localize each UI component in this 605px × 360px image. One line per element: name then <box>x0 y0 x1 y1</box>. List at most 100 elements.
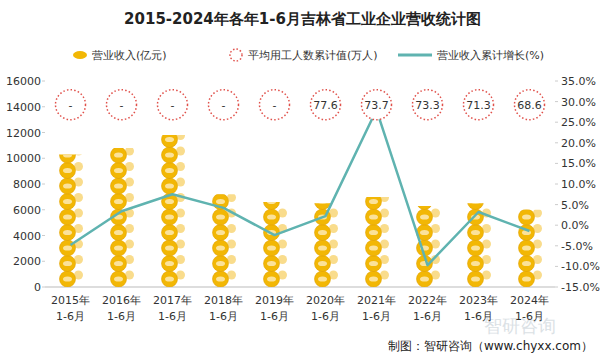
coin <box>162 147 178 163</box>
coin <box>213 225 229 241</box>
coin <box>264 202 280 209</box>
coin-face <box>165 152 174 157</box>
coin-face <box>165 137 174 142</box>
coin-face <box>165 199 174 204</box>
coin-face <box>216 245 225 250</box>
coin <box>213 240 229 256</box>
coin-face <box>216 199 225 204</box>
y2-tick-label: -5.0% <box>561 240 593 253</box>
data-label: - <box>69 99 73 112</box>
data-label: 68.6 <box>517 99 542 112</box>
y2-tick <box>555 225 558 226</box>
coin <box>213 271 229 287</box>
coin-face <box>471 230 480 235</box>
coin-face <box>114 168 123 173</box>
coin-face <box>318 276 327 281</box>
x-tick-label: 2022年1-6月 <box>408 294 447 323</box>
coin <box>264 209 280 225</box>
y-tick <box>42 106 45 107</box>
coin <box>519 240 535 256</box>
y-tick <box>42 132 45 133</box>
coin <box>111 178 127 194</box>
coin-face <box>63 183 72 188</box>
coin <box>366 197 382 210</box>
coin <box>111 163 127 179</box>
y2-tick-label: -15.0% <box>561 281 600 294</box>
data-label: 73.3 <box>415 99 440 112</box>
data-label: - <box>273 99 277 112</box>
plot-area <box>60 110 543 287</box>
coin-bar <box>519 210 543 287</box>
y2-tick-label: 35.0% <box>561 75 596 88</box>
y-tick-label: 10000 <box>6 152 41 165</box>
x-tick-label-line: 2015年 <box>51 294 90 307</box>
y-tick <box>42 184 45 185</box>
coin-face <box>114 230 123 235</box>
coin-face <box>318 245 327 250</box>
coin-face <box>471 276 480 281</box>
data-label: - <box>171 99 175 112</box>
x-tick-label: 2017年1-6月 <box>153 294 192 323</box>
y-tick <box>42 209 45 210</box>
coin-face <box>165 214 174 219</box>
coin <box>60 194 76 210</box>
coin <box>60 256 76 272</box>
coin-face <box>522 261 531 266</box>
y-tick <box>42 287 45 288</box>
coin <box>162 135 178 147</box>
coin-face <box>165 245 174 250</box>
coin <box>111 256 127 272</box>
coin <box>366 209 382 225</box>
coin <box>468 271 484 287</box>
coin-face <box>369 199 378 204</box>
coin-face <box>318 230 327 235</box>
coin <box>468 256 484 272</box>
legend-swatch <box>230 49 242 61</box>
coin-face <box>420 230 429 235</box>
coin <box>417 209 433 225</box>
coin-face <box>471 245 480 250</box>
x-tick-label-line: 2016年 <box>102 294 141 307</box>
source: 制图：智研咨询（www.chyxx.com） <box>388 339 593 353</box>
coin <box>519 271 535 287</box>
coin <box>213 256 229 272</box>
coin-face <box>471 261 480 266</box>
coin-face <box>318 203 327 204</box>
x-tick-label: 2024年1-6月 <box>510 294 549 323</box>
coin <box>60 163 76 179</box>
x-tick-label-line: 1-6月 <box>260 310 289 323</box>
coin <box>264 271 280 287</box>
coin-face <box>114 261 123 266</box>
coin <box>60 271 76 287</box>
coin <box>162 256 178 272</box>
coin-face <box>165 168 174 173</box>
coin <box>162 271 178 287</box>
coin-face <box>216 261 225 266</box>
data-label: 73.7 <box>364 99 389 112</box>
coin <box>366 256 382 272</box>
x-tick-label-line: 2018年 <box>204 294 243 307</box>
x-tick-label-line: 1-6月 <box>413 310 442 323</box>
coin-face <box>63 168 72 173</box>
y-tick-label: 14000 <box>6 101 41 114</box>
x-tick-label-line: 2023年 <box>459 294 498 307</box>
x-tick-label: 2018年1-6月 <box>204 294 243 323</box>
coin <box>111 194 127 210</box>
coin <box>111 271 127 287</box>
coin-face <box>63 276 72 281</box>
chart: 2015-2024年各年1-6月吉林省工业企业营收统计图智研咨询营业收入(亿元)… <box>0 0 605 360</box>
coin <box>60 154 76 163</box>
employee-marker <box>464 90 494 120</box>
coin-face <box>165 261 174 266</box>
legend: 营业收入(亿元)平均用工人数累计值(万人)营业收入累计增长(%) <box>73 49 544 62</box>
coin-face <box>114 276 123 281</box>
coin-face <box>522 276 531 281</box>
x-tick-label-line: 2021年 <box>357 294 396 307</box>
y2-tick <box>555 101 558 102</box>
coin-face <box>165 276 174 281</box>
coin <box>60 225 76 241</box>
y-tick-label: 16000 <box>6 75 41 88</box>
coin-face <box>63 154 72 157</box>
x-tick-label: 2019年1-6月 <box>255 294 294 323</box>
coin-face <box>471 203 480 204</box>
